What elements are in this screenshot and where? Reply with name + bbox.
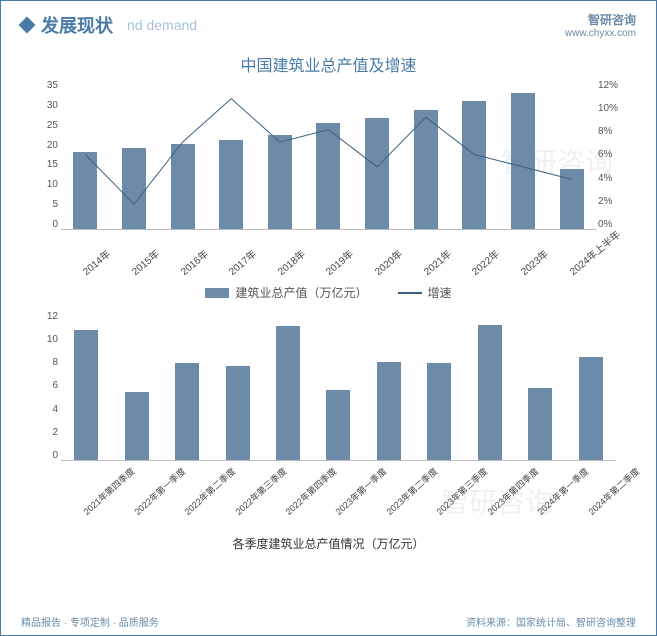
quarterly-chart-title: 各季度建筑业总产值情况（万亿元） bbox=[1, 535, 656, 552]
bar bbox=[74, 330, 98, 460]
legend-bar: 建筑业总产值（万亿元） bbox=[205, 284, 367, 301]
legend-line: 增速 bbox=[398, 284, 452, 301]
bar bbox=[175, 363, 199, 460]
brand-url: www.chyxx.com bbox=[565, 28, 636, 39]
bar bbox=[276, 326, 300, 460]
bar bbox=[528, 388, 552, 460]
combo-chart: 35302520151050 12%10%8%6%4%2%0% 2014年201… bbox=[31, 80, 626, 260]
combo-plot-area bbox=[61, 80, 596, 230]
brand-name: 智研咨询 bbox=[565, 11, 636, 28]
quarterly-bars bbox=[61, 311, 616, 460]
growth-line bbox=[61, 80, 596, 229]
quarterly-x-labels: 2021年第四季度2022年第一季度2022年第二季度2022年第三季度2022… bbox=[61, 492, 616, 505]
y-axis-left: 35302520151050 bbox=[36, 80, 58, 230]
y-axis-right: 12%10%8%6%4%2%0% bbox=[598, 80, 626, 230]
combo-x-labels: 2014年2015年2016年2017年2018年2019年2020年2021年… bbox=[61, 251, 596, 266]
bar bbox=[326, 390, 350, 460]
legend-line-label: 增速 bbox=[428, 284, 452, 301]
combo-chart-title: 中国建筑业总产值及增速 bbox=[1, 44, 656, 80]
bar-swatch-icon bbox=[205, 288, 229, 298]
bar bbox=[125, 392, 149, 460]
bar bbox=[427, 363, 451, 460]
legend-bar-label: 建筑业总产值（万亿元） bbox=[235, 284, 367, 301]
page-subtitle: nd demand bbox=[127, 17, 197, 33]
diamond-icon bbox=[19, 17, 36, 34]
footer-left: 精品报告 · 专项定制 · 品质服务 bbox=[21, 614, 159, 629]
bar bbox=[579, 357, 603, 460]
footer-right: 资料来源：国家统计局、智研咨询整理 bbox=[466, 614, 636, 629]
bar2-plot-area bbox=[61, 311, 616, 461]
y-axis-left-2: 121086420 bbox=[36, 311, 58, 461]
bar bbox=[478, 325, 502, 460]
page-title: 发展现状 bbox=[41, 12, 113, 38]
brand-block: 智研咨询 www.chyxx.com bbox=[565, 11, 636, 39]
header: 发展现状 nd demand 智研咨询 www.chyxx.com bbox=[1, 1, 656, 44]
footer: 精品报告 · 专项定制 · 品质服务 资料来源：国家统计局、智研咨询整理 bbox=[1, 614, 656, 629]
bar bbox=[226, 366, 250, 460]
line-swatch-icon bbox=[398, 292, 422, 294]
quarterly-chart: 121086420 2021年第四季度2022年第一季度2022年第二季度202… bbox=[31, 311, 626, 501]
bar bbox=[377, 362, 401, 460]
